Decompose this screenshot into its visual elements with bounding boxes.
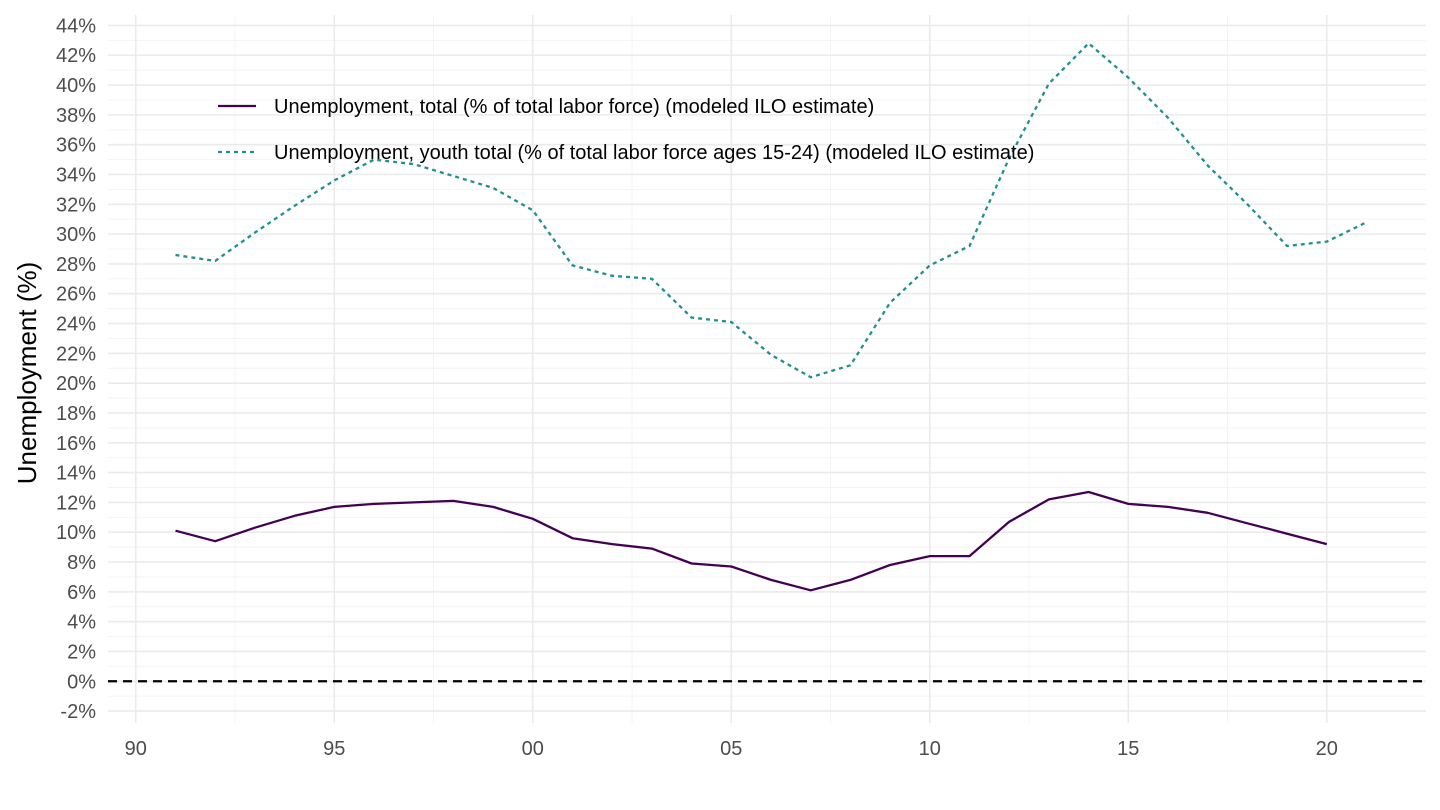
y-tick-label: 28%	[56, 254, 96, 276]
series-lines	[175, 42, 1368, 592]
x-tick-label: 10	[919, 738, 941, 760]
legend: Unemployment, total (% of total labor fo…	[218, 96, 1034, 164]
y-tick-label: 40%	[56, 75, 96, 97]
y-tick-label: 16%	[56, 433, 96, 455]
x-tick-label: 20	[1316, 738, 1338, 760]
y-tick-label: 42%	[56, 45, 96, 67]
legend-label: Unemployment, total (% of total labor fo…	[274, 96, 874, 118]
y-tick-label: 20%	[56, 373, 96, 395]
y-tick-label: 14%	[56, 463, 96, 485]
y-tick-label: 4%	[67, 612, 96, 634]
y-tick-label: 30%	[56, 224, 96, 246]
y-tick-label: 44%	[56, 15, 96, 37]
minor-x-gridlines	[234, 15, 1228, 723]
x-tick-label: 00	[522, 738, 544, 760]
y-tick-label: 34%	[56, 164, 96, 186]
y-tick-label: -2%	[60, 701, 96, 723]
y-axis-title: Unemployment (%)	[12, 262, 42, 485]
major-x-gridlines	[134, 15, 1328, 723]
legend-label: Unemployment, youth total (% of total la…	[274, 142, 1034, 164]
x-tick-label: 90	[125, 738, 147, 760]
y-tick-label: 38%	[56, 105, 96, 127]
youth-unemployment-line	[175, 42, 1368, 379]
x-tick-label: 05	[720, 738, 742, 760]
x-tick-label: 95	[323, 738, 345, 760]
total-unemployment-line	[175, 490, 1328, 592]
y-tick-label: 6%	[67, 582, 96, 604]
x-tick-label: 15	[1117, 738, 1139, 760]
y-tick-label: 10%	[56, 522, 96, 544]
y-tick-label: 0%	[67, 671, 96, 693]
y-tick-label: 22%	[56, 343, 96, 365]
y-tick-label: 18%	[56, 403, 96, 425]
y-tick-label: 26%	[56, 284, 96, 306]
y-tick-label: 8%	[67, 552, 96, 574]
y-tick-label: 24%	[56, 314, 96, 336]
x-axis-tick-labels: 90 95 00 05 10 15 20	[125, 738, 1338, 760]
y-tick-label: 36%	[56, 135, 96, 157]
y-tick-label: 2%	[67, 641, 96, 663]
y-axis-tick-labels: -2% 0% 2% 4% 6% 8% 10% 12% 14% 16% 18% 20% 22% 24% 26%…	[56, 15, 96, 723]
minor-y-gridlines	[108, 39, 1426, 697]
y-tick-label: 12%	[56, 492, 96, 514]
y-tick-label: 32%	[56, 194, 96, 216]
